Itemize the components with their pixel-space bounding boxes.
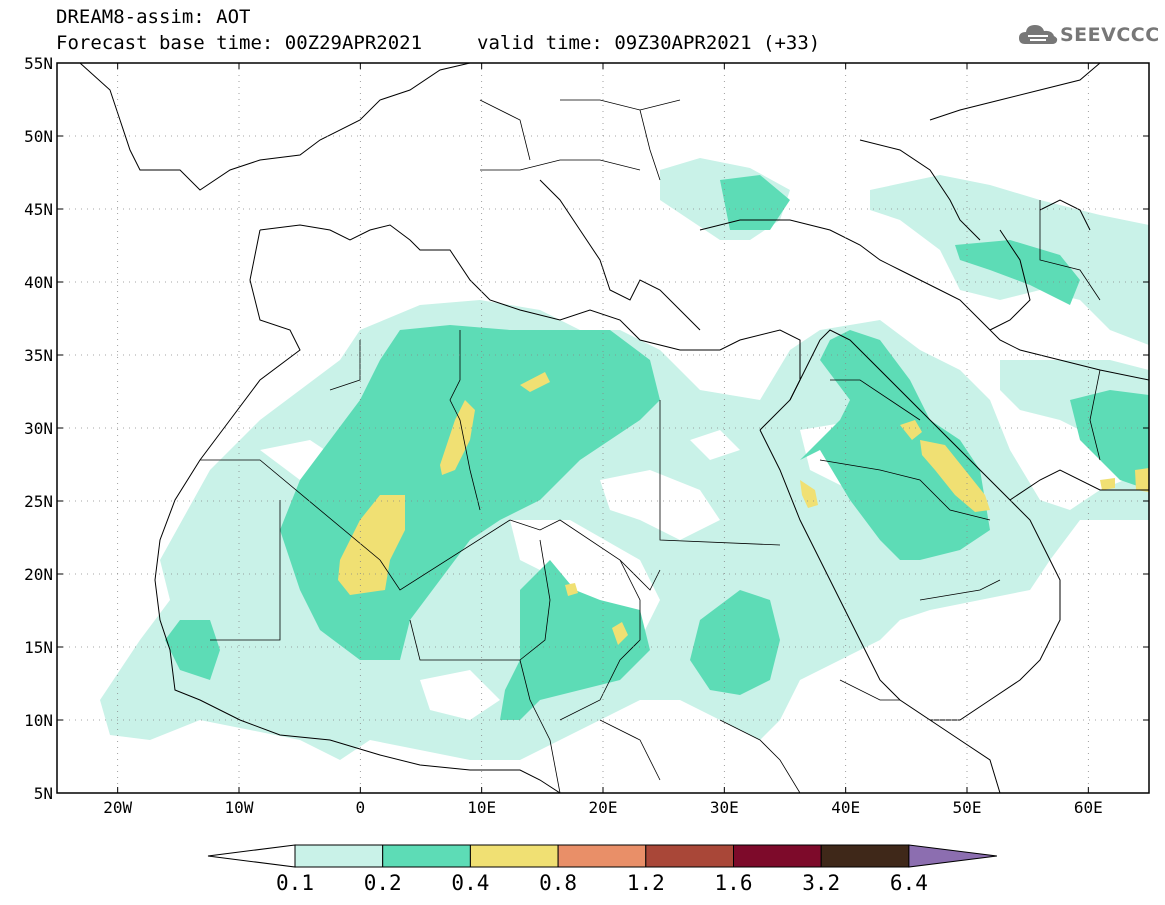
graticule bbox=[57, 63, 1149, 793]
lon-tick-label: 40E bbox=[831, 798, 860, 817]
lat-tick-label: 55N bbox=[24, 54, 53, 73]
colorbar-label: 0.1 bbox=[276, 871, 314, 895]
colorbar-box bbox=[294, 844, 384, 868]
lon-tick-label: 60E bbox=[1074, 798, 1103, 817]
colorbar-under-arrow bbox=[207, 844, 296, 868]
lat-tick-label: 5N bbox=[34, 784, 53, 803]
colorbar-label: 1.2 bbox=[627, 871, 665, 895]
lon-tick-label: 10W bbox=[225, 798, 254, 817]
country-borders bbox=[200, 99, 1101, 793]
map-title: DREAM8-assim: AOT bbox=[56, 6, 251, 28]
base-time: Forecast base time: 00Z29APR2021 bbox=[56, 32, 423, 54]
valid-time: valid time: 09Z30APR2021 (+33) bbox=[477, 32, 821, 54]
lon-tick-label: 0 bbox=[356, 798, 366, 817]
lat-tick-label: 50N bbox=[24, 127, 53, 146]
colorbar-box bbox=[820, 844, 910, 868]
colorbar-box bbox=[645, 844, 734, 868]
colorbar-box bbox=[382, 844, 471, 868]
aot-contour-0.4 bbox=[338, 372, 1149, 645]
colorbar-label: 6.4 bbox=[890, 871, 928, 895]
aot-colorbar: 0.1 0.2 0.4 0.8 1.2 1.6 3.2 6.4 bbox=[207, 844, 997, 895]
lat-tick-label: 30N bbox=[24, 419, 53, 438]
lat-tick-label: 15N bbox=[24, 638, 53, 657]
lon-tick-label: 20E bbox=[589, 798, 618, 817]
colorbar-over-arrow bbox=[908, 844, 997, 868]
colorbar-label: 1.6 bbox=[715, 871, 753, 895]
lon-tick-label: 10E bbox=[467, 798, 496, 817]
seevccc-logo: SEEVCCC bbox=[1018, 22, 1160, 48]
colorbar-box bbox=[557, 844, 647, 868]
colorbar-label: 3.2 bbox=[802, 871, 840, 895]
map-axes: 55N 50N 45N 40N 35N 30N 25N 20N 15N 10N 5N 20W 10W 0 1… bbox=[24, 54, 1149, 817]
colorbar-label: 0.2 bbox=[364, 871, 402, 895]
logo-text: SEEVCCC bbox=[1060, 24, 1160, 46]
colorbar-label: 0.4 bbox=[451, 871, 489, 895]
lat-tick-label: 35N bbox=[24, 346, 53, 365]
lat-tick-label: 25N bbox=[24, 492, 53, 511]
lat-tick-label: 40N bbox=[24, 273, 53, 292]
lat-tick-label: 45N bbox=[24, 200, 53, 219]
lon-tick-label: 50E bbox=[953, 798, 982, 817]
lon-tick-label: 30E bbox=[710, 798, 739, 817]
colorbar-label: 0.8 bbox=[539, 871, 577, 895]
forecast-times: Forecast base time: 00Z29APR2021 valid ti… bbox=[56, 32, 820, 54]
cloud-icon bbox=[1019, 25, 1058, 44]
coastlines bbox=[79, 63, 1149, 793]
lat-tick-label: 10N bbox=[24, 711, 53, 730]
lon-tick-label: 20W bbox=[103, 798, 132, 817]
colorbar-box bbox=[733, 844, 822, 868]
colorbar-box bbox=[469, 844, 559, 868]
lat-tick-label: 20N bbox=[24, 565, 53, 584]
